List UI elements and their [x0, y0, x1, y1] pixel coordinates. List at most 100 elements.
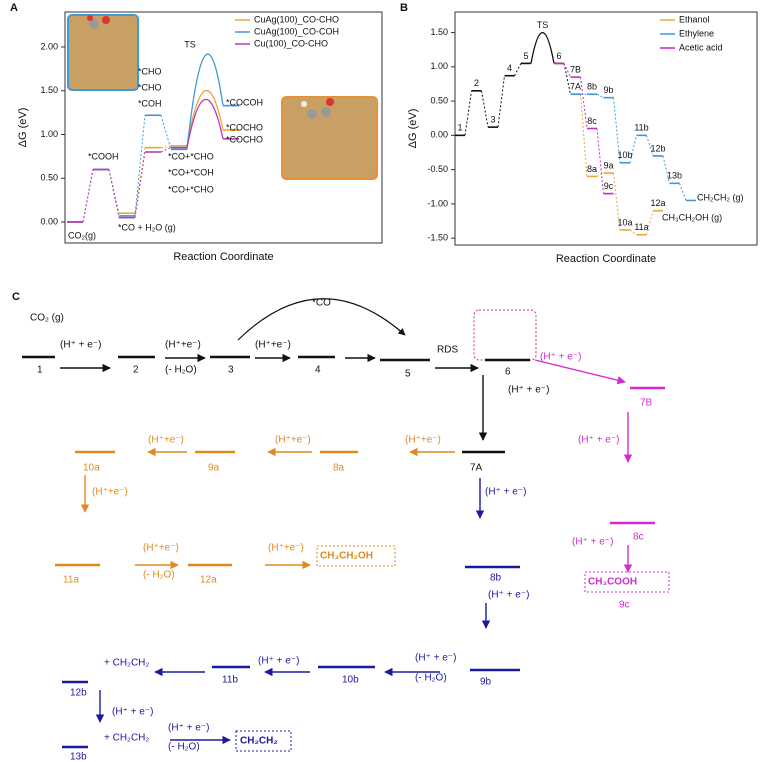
legend-label: CuAg(100)_CO-COH [254, 26, 339, 36]
connector [596, 128, 604, 194]
scheme-text: 8b [490, 573, 502, 584]
connector [497, 75, 505, 128]
scheme-text: + CH₂CH₂ [104, 658, 149, 669]
scheme-text: (H⁺+e⁻) [275, 435, 311, 446]
inset-a1 [67, 14, 139, 91]
connector [596, 172, 604, 177]
scheme-text: *CO [312, 298, 331, 309]
scheme-text: 5 [405, 369, 411, 380]
scheme-text: (H⁺ + e⁻) [168, 723, 209, 734]
connector [613, 97, 621, 163]
legend-label: Ethanol [679, 14, 710, 24]
product-label: CH₃CH₂OH (g) [662, 212, 722, 222]
scheme-text: 10b [342, 675, 359, 686]
state-label: 10a [617, 217, 632, 227]
state-label: 13b [667, 171, 682, 181]
annotation: *CO + H₂O (g) [118, 222, 176, 232]
connector [580, 94, 588, 177]
y-tick-label: 1.50 [40, 85, 58, 95]
scheme-text: 11a [63, 575, 79, 586]
scheme-text: (H⁺+e⁻) [148, 435, 184, 446]
legend-label: Acetic acid [679, 42, 723, 52]
scheme-text: CO₂ (g) [30, 313, 64, 324]
y-tick-label: -1.50 [427, 233, 448, 243]
y-axis-label: ΔG (eV) [17, 108, 29, 148]
connector [108, 169, 120, 214]
transition-state [186, 98, 224, 148]
state-label: *CHO [138, 82, 162, 92]
scheme-text: (H⁺+e⁻) [268, 543, 304, 554]
scheme-text: 4 [315, 365, 321, 376]
connector [596, 93, 604, 99]
y-tick-label: 1.50 [430, 27, 448, 37]
scheme-text: CH₃CH₂OH [320, 551, 373, 562]
state-label: 12a [650, 198, 665, 208]
scheme-text: (H⁺ + e⁻) [508, 385, 549, 396]
annotation: TS [184, 39, 196, 49]
state-label: 11b [634, 123, 648, 133]
connector [134, 147, 146, 214]
scheme-text: 2 [133, 365, 139, 376]
state-label: 7A [570, 82, 581, 92]
panel-label: A [10, 2, 18, 14]
scheme-text: (H⁺+e⁻) [165, 340, 201, 351]
arrow [237, 298, 406, 341]
state-label: 7B [570, 64, 581, 74]
state-label: 4 [507, 63, 512, 73]
panel-label: B [400, 2, 408, 14]
scheme-text: 12b [70, 688, 87, 699]
legend-label: Ethylene [679, 28, 714, 38]
scheme-text: (H⁺ + e⁻) [258, 656, 299, 667]
state-label: *COCHO [226, 134, 263, 144]
y-tick-label: 0.50 [430, 95, 448, 105]
arrow [534, 359, 626, 385]
scheme-text: 8a [333, 463, 345, 474]
transition-state [186, 53, 224, 150]
connector [646, 135, 654, 157]
scheme-text: 11b [222, 675, 238, 686]
scheme-text: (H⁺+e⁻) [143, 543, 179, 554]
scheme-text: 9a [208, 463, 220, 474]
state-label: 1 [457, 123, 462, 133]
scheme-text: 6 [505, 367, 511, 378]
y-tick-label: 0.00 [40, 216, 58, 226]
scheme-text: (H⁺+e⁻) [405, 435, 441, 446]
scheme-text: C [12, 291, 20, 303]
state-label: 10b [617, 150, 632, 160]
connector [679, 183, 687, 201]
scheme-text: (- H₂O) [165, 365, 197, 376]
connector [160, 115, 172, 150]
scheme-text: (H⁺ + e⁻) [60, 340, 101, 351]
connector [580, 77, 588, 129]
scheme-text: 3 [228, 365, 234, 376]
y-tick-label: 1.00 [40, 129, 58, 139]
scheme-text: (H⁺ + e⁻) [488, 590, 529, 601]
annotation: CO₂(g) [68, 230, 96, 240]
scheme-text: (H⁺ + e⁻) [572, 537, 613, 548]
connector [563, 63, 571, 78]
state-label: 3 [490, 115, 495, 125]
connector [481, 90, 489, 128]
state-label: *CO+*CHO [168, 151, 214, 161]
y-tick-label: 0.50 [40, 173, 58, 183]
x-axis-label: Reaction Coordinate [556, 253, 656, 265]
scheme-text: (H⁺+e⁻) [255, 340, 291, 351]
scheme-text: CH₃COOH [588, 577, 637, 588]
connector [160, 147, 172, 153]
scheme-text: (H⁺ + e⁻) [485, 487, 526, 498]
transition-state [186, 90, 224, 146]
connector [134, 115, 146, 216]
y-axis-label: ΔG (eV) [407, 109, 419, 149]
scheme-text: 8c [633, 532, 644, 543]
y-tick-label: -1.00 [427, 198, 448, 208]
state-label: 2 [474, 78, 479, 88]
scheme-text: (H⁺ + e⁻) [112, 707, 153, 718]
scheme-text: (- H₂O) [415, 673, 447, 684]
state-label: *COCHO [226, 122, 263, 132]
state-label: *CO+*COH [168, 167, 214, 177]
product-label: CH₂CH₂ (g) [697, 192, 744, 202]
y-tick-label: 0.00 [430, 130, 448, 140]
state-label: TS [537, 20, 549, 30]
connector [464, 90, 472, 136]
